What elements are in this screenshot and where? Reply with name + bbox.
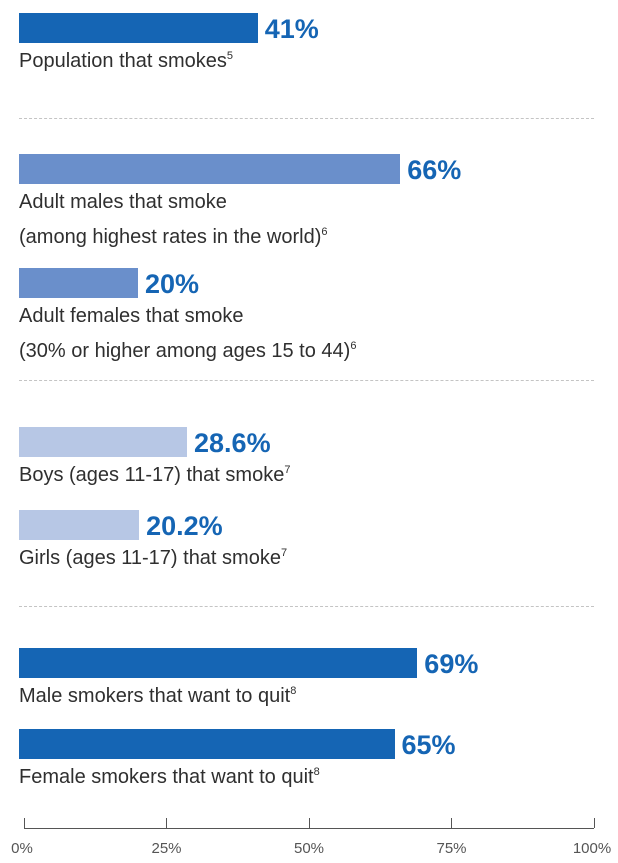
x-axis-tick-label: 100% bbox=[572, 840, 612, 857]
footnote-marker: 5 bbox=[226, 50, 234, 62]
x-axis-line bbox=[24, 828, 594, 829]
category-label: Boys (ages 11-17) that smoke7 bbox=[19, 460, 290, 491]
x-axis-tick-label: 75% bbox=[436, 840, 467, 857]
x-axis: 0% 25% 50% 75% 100% bbox=[0, 818, 618, 863]
bar bbox=[19, 729, 395, 759]
category-label-text: (among highest rates in the world) bbox=[19, 226, 322, 248]
category-label-text: Adult females that smoke bbox=[19, 305, 244, 327]
category-label: Female smokers that want to quit8 bbox=[19, 762, 320, 793]
category-label: Male smokers that want to quit8 bbox=[19, 681, 296, 712]
group-separator bbox=[19, 380, 594, 381]
category-label-text: Population that smokes bbox=[19, 50, 227, 72]
bar bbox=[19, 427, 188, 457]
x-axis-tick bbox=[451, 818, 452, 828]
footnote-marker: 7 bbox=[280, 547, 288, 559]
category-label-text: Female smokers that want to quit bbox=[19, 766, 314, 788]
x-axis-tick bbox=[593, 818, 595, 828]
footnote-marker: 7 bbox=[284, 464, 291, 476]
data-label: 66% bbox=[407, 155, 462, 185]
x-axis-tick bbox=[166, 818, 167, 828]
bar bbox=[19, 154, 401, 184]
data-label: 65% bbox=[401, 730, 456, 760]
data-label: 41% bbox=[264, 14, 319, 44]
category-label-text: Adult males that smoke bbox=[19, 191, 227, 213]
bar bbox=[19, 13, 258, 43]
data-label: 20.2% bbox=[146, 511, 223, 541]
x-axis-tick bbox=[308, 818, 310, 828]
data-label: 20% bbox=[145, 269, 200, 299]
category-label: Population that smokes5 bbox=[19, 46, 233, 77]
x-axis-tick bbox=[23, 818, 25, 828]
category-label: (among highest rates in the world)6 bbox=[19, 222, 328, 253]
x-axis-tick-label: 50% bbox=[293, 840, 325, 857]
group-separator bbox=[19, 606, 594, 607]
data-label: 69% bbox=[424, 649, 479, 679]
bar bbox=[19, 510, 140, 540]
category-label-text: Boys (ages 11-17) that smoke bbox=[19, 464, 285, 486]
footnote-marker: 8 bbox=[313, 766, 320, 778]
category-label: (30% or higher among ages 15 to 44)6 bbox=[19, 336, 356, 367]
category-label-text: Male smokers that want to quit bbox=[19, 685, 291, 707]
category-label: Girls (ages 11-17) that smoke7 bbox=[19, 543, 287, 574]
group-separator bbox=[19, 118, 594, 119]
footnote-marker: 6 bbox=[350, 340, 357, 352]
category-label-text: (30% or higher among ages 15 to 44) bbox=[19, 340, 351, 362]
bar bbox=[19, 648, 418, 678]
x-axis-tick-label: 25% bbox=[151, 840, 182, 857]
x-axis-tick-label: 0% bbox=[11, 840, 33, 857]
category-label: Adult males that smoke bbox=[19, 187, 227, 218]
footnote-marker: 6 bbox=[321, 226, 328, 238]
category-label: Adult females that smoke bbox=[19, 301, 244, 332]
category-label-text: Girls (ages 11-17) that smoke bbox=[19, 547, 281, 569]
data-label: 28.6% bbox=[194, 428, 271, 458]
bar bbox=[19, 268, 138, 298]
footnote-marker: 8 bbox=[290, 685, 297, 697]
